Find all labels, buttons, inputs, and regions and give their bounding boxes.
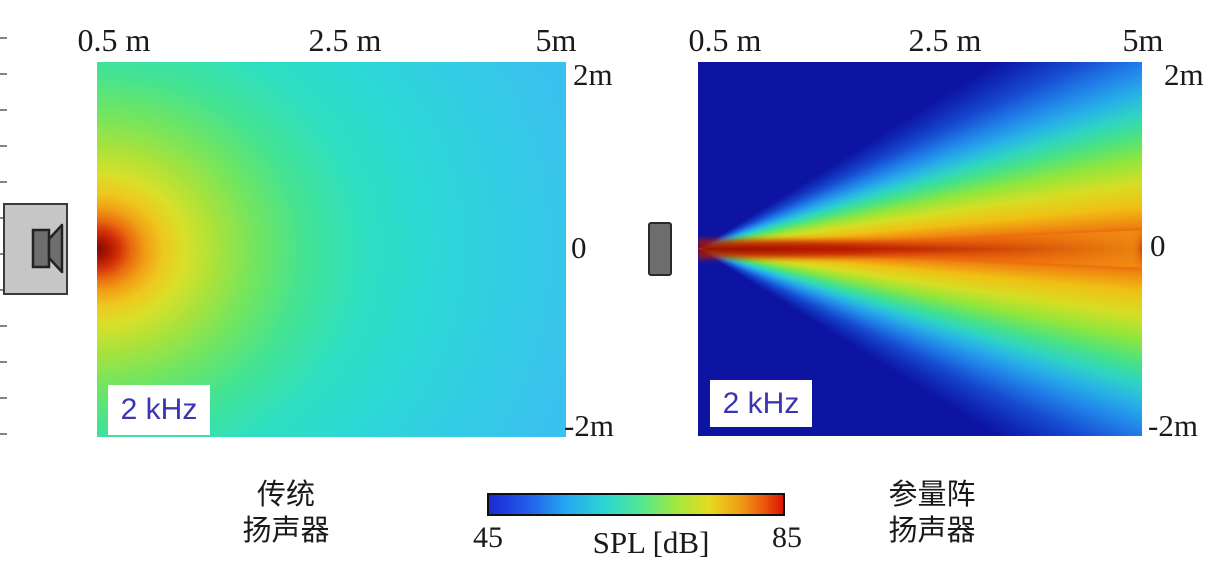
xtick-right-2.5m: 2.5 m [908,22,982,58]
frequency-badge-parametric: 2 kHz [710,380,812,427]
ytick-left-2m: 2m [573,57,613,92]
caption-conventional: 传统 扬声器 [242,477,329,549]
remnant-tick [0,361,7,363]
caption-parametric: 参量阵 扬声器 [888,477,975,549]
xtick-left-5m: 5m [535,22,577,58]
ytick-left-0: 0 [571,230,587,265]
ytick-right-neg2m: -2m [1148,408,1198,443]
frequency-badge-conventional: 2 kHz [108,385,210,435]
caption-line: 参量阵 [888,479,976,511]
caption-line: 扬声器 [888,515,976,547]
remnant-tick [0,145,7,147]
spl-colorbar [487,493,785,516]
ytick-right-2m: 2m [1164,57,1204,92]
remnant-tick [0,397,7,399]
xtick-left-2.5m: 2.5 m [308,22,382,58]
caption-line: 传统 [256,479,316,511]
ytick-right-0: 0 [1150,228,1166,263]
parametric-array-transducer-icon [648,222,672,276]
colorbar-min-label: 45 [473,521,503,554]
remnant-tick [0,433,7,435]
heatmap-conventional: 2 kHz [97,62,566,437]
ytick-left-neg2m: -2m [564,408,614,443]
remnant-tick [0,181,7,183]
xtick-left-0.5m: 0.5 m [77,22,151,58]
loudspeaker-glyph [31,223,64,274]
remnant-tick [0,325,7,327]
loudspeaker-icon [3,203,68,295]
remnant-tick [0,37,7,39]
remnant-tick [0,73,7,75]
xtick-right-5m: 5m [1122,22,1164,58]
colorbar-title: SPL [dB] [592,525,710,560]
colorbar-max-label: 85 [772,521,802,554]
xtick-right-0.5m: 0.5 m [688,22,762,58]
frequency-label: 2 kHz [120,393,198,426]
frequency-label: 2 kHz [722,386,800,420]
heatmap-parametric: 2 kHz [698,62,1142,436]
remnant-tick [0,109,7,111]
caption-line: 扬声器 [242,515,330,547]
